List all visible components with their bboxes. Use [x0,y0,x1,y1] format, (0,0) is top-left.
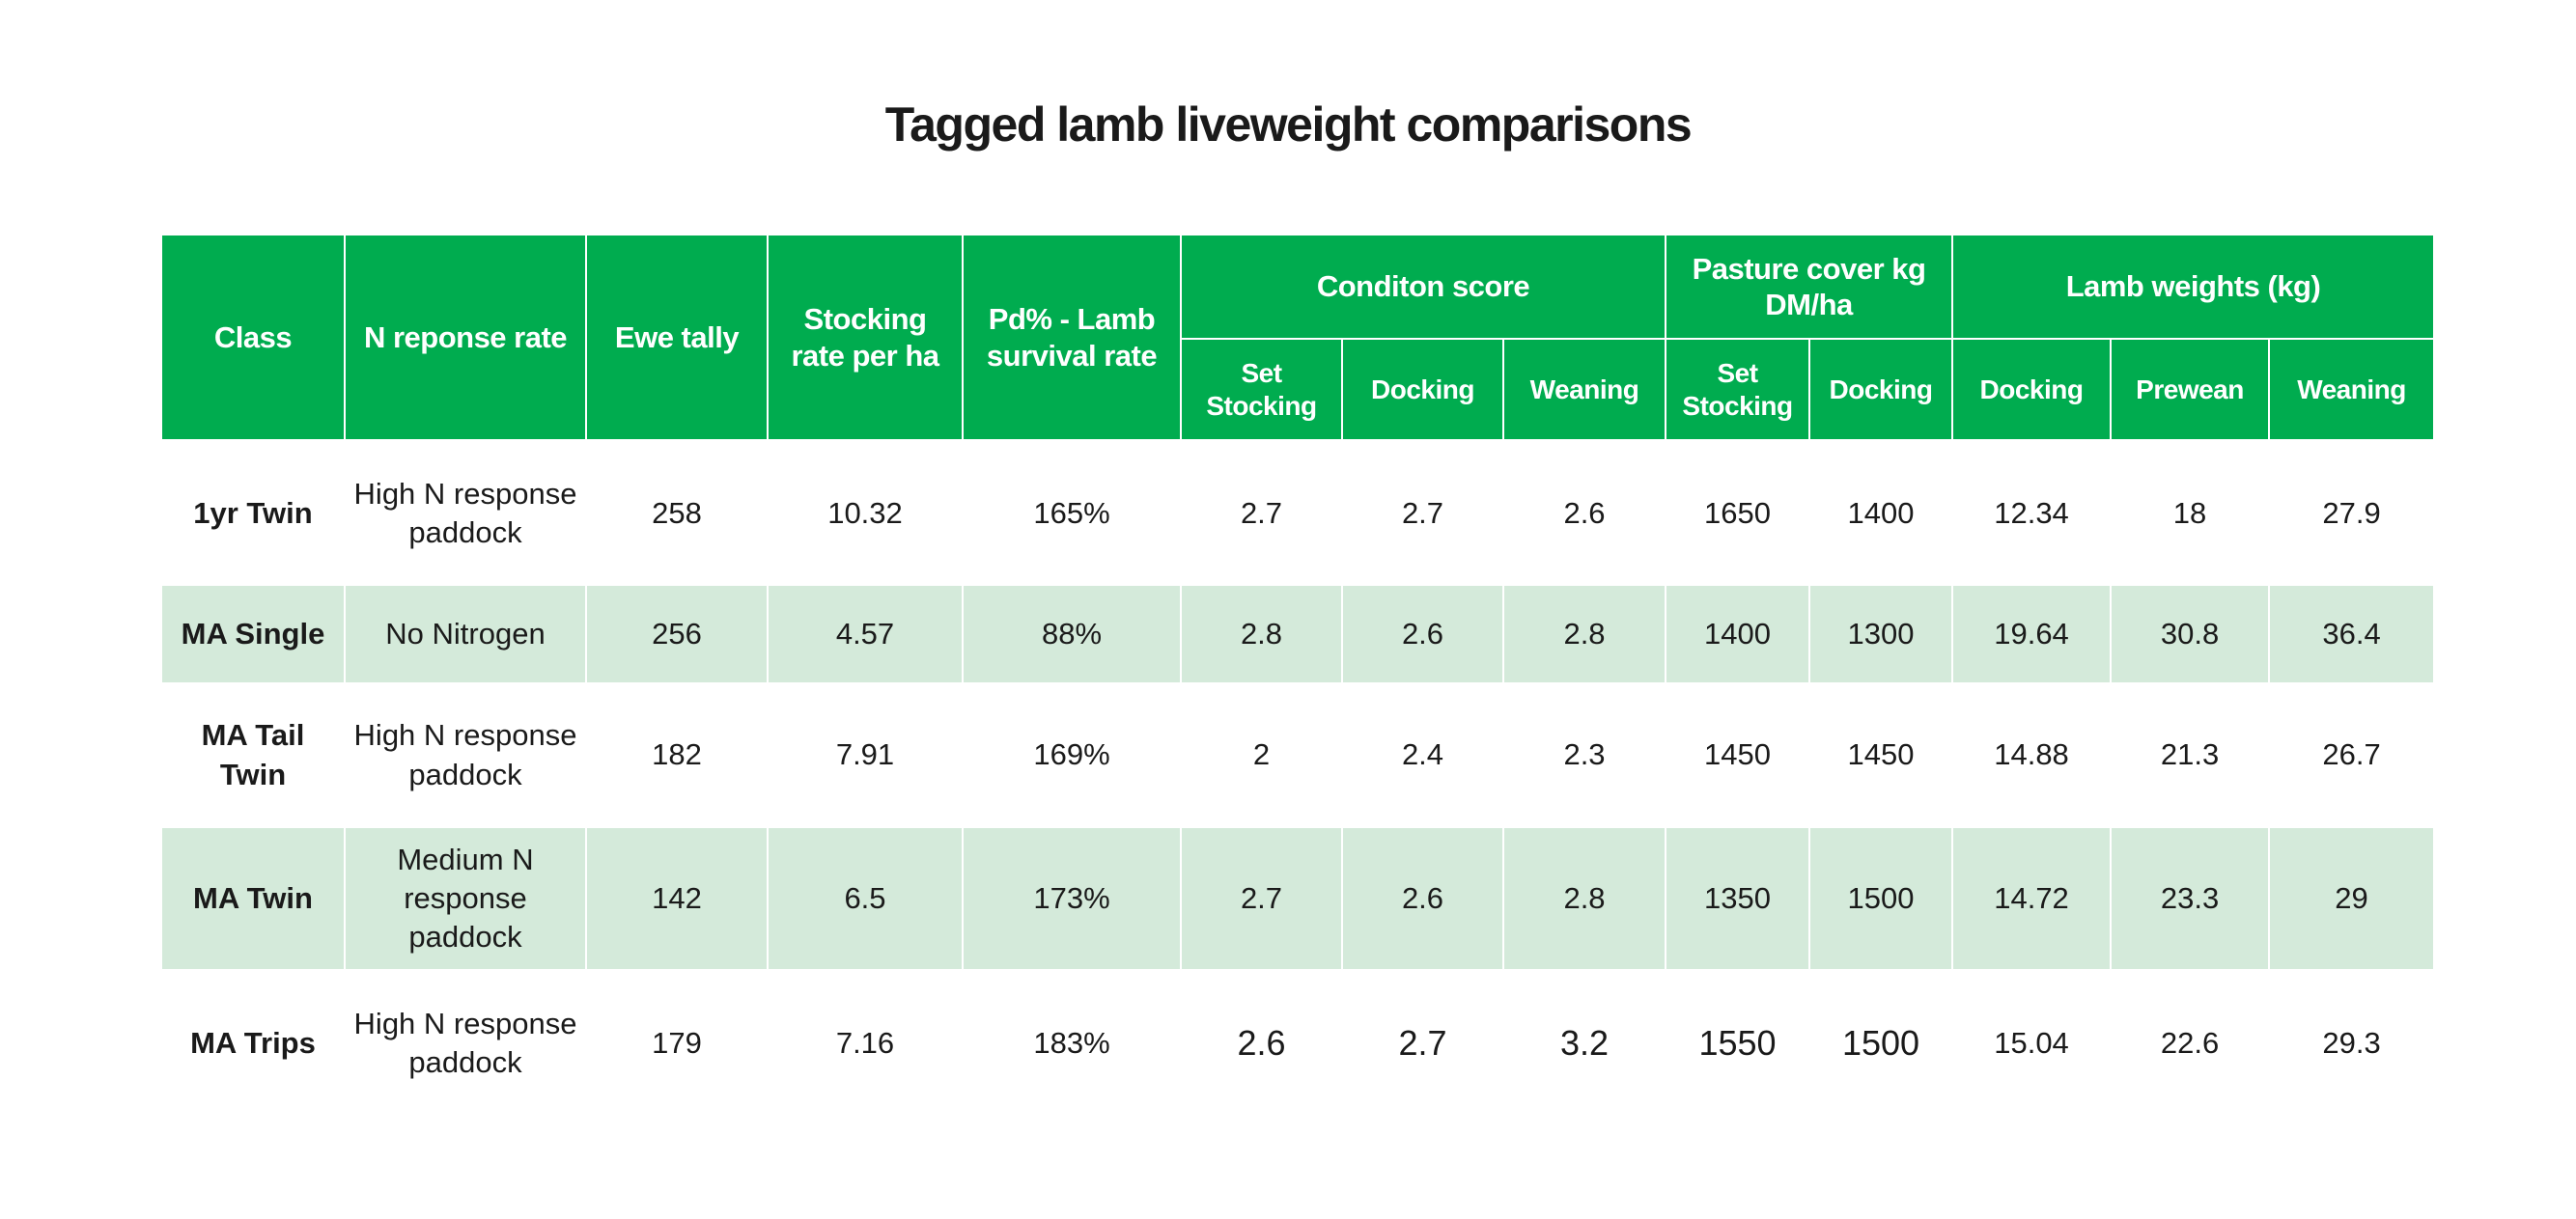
cell-n-response: High N response paddock [344,682,587,828]
cell-class: MA Tail Twin [160,682,346,828]
header-pc-docking: Docking [1808,338,1954,441]
header-cs-weaning: Weaning [1501,338,1667,441]
cell-cs-weaning: 2.6 [1501,440,1667,586]
header-lw-docking: Docking [1951,338,2113,441]
cell-lw-docking: 15.04 [1951,969,2113,1118]
cell-stocking-rate: 7.91 [767,682,964,828]
cell-pc-set: 1350 [1665,828,1811,969]
cell-stocking-rate: 6.5 [767,828,964,969]
cell-lw-docking: 14.88 [1951,682,2113,828]
table-header: Class N reponse rate Ewe tally Stocking … [160,234,2436,441]
cell-pc-set: 1550 [1665,969,1811,1118]
table-row: MA Twin Medium N response paddock 142 6.… [160,828,2436,969]
cell-cs-set: 2.8 [1180,586,1343,682]
cell-cs-set: 2.6 [1180,969,1343,1118]
cell-n-response: No Nitrogen [344,586,587,682]
cell-pc-set: 1400 [1665,586,1811,682]
cell-cs-weaning: 3.2 [1501,969,1667,1118]
header-pasture-cover: Pasture cover kg DM/ha [1665,234,1954,340]
cell-ewe-tally: 258 [585,440,769,586]
table-row: MA Tail Twin High N response paddock 182… [160,682,2436,828]
header-class: Class [160,234,346,441]
cell-lw-docking: 12.34 [1951,440,2113,586]
table-body: 1yr Twin High N response paddock 258 10.… [160,440,2436,1118]
header-condition-score: Conditon score [1179,234,1667,340]
cell-cs-docking: 2.6 [1341,828,1504,969]
cell-cs-set: 2.7 [1180,828,1343,969]
cell-n-response: Medium N response paddock [344,828,587,969]
cell-cs-weaning: 2.8 [1501,586,1667,682]
cell-cs-docking: 2.6 [1341,586,1504,682]
cell-lw-prewean: 21.3 [2110,682,2271,828]
cell-lw-docking: 19.64 [1951,586,2113,682]
cell-lw-prewean: 30.8 [2110,586,2271,682]
cell-pd-lamb: 173% [962,828,1182,969]
table-row: MA Single No Nitrogen 256 4.57 88% 2.8 2… [160,586,2436,682]
cell-ewe-tally: 142 [585,828,769,969]
cell-pd-lamb: 88% [962,586,1182,682]
cell-class: MA Single [160,586,346,682]
table-row: MA Trips High N response paddock 179 7.1… [160,969,2436,1118]
cell-lw-prewean: 23.3 [2110,828,2271,969]
cell-lw-weaning: 29.3 [2268,969,2436,1118]
table-row: 1yr Twin High N response paddock 258 10.… [160,440,2436,586]
cell-pc-set: 1650 [1665,440,1811,586]
header-cs-set-stocking: Set Stocking [1180,338,1343,441]
cell-pc-docking: 1500 [1808,969,1954,1118]
header-ewe-tally: Ewe tally [585,234,769,441]
cell-pd-lamb: 169% [962,682,1182,828]
cell-lw-weaning: 36.4 [2268,586,2436,682]
cell-lw-weaning: 27.9 [2268,440,2436,586]
cell-cs-weaning: 2.8 [1501,828,1667,969]
cell-pc-docking: 1300 [1808,586,1954,682]
cell-class: MA Trips [160,969,346,1118]
cell-pc-docking: 1400 [1808,440,1954,586]
cell-cs-set: 2 [1180,682,1343,828]
cell-lw-prewean: 18 [2110,440,2271,586]
cell-cs-set: 2.7 [1180,440,1343,586]
cell-cs-docking: 2.7 [1341,440,1504,586]
cell-pc-docking: 1450 [1808,682,1954,828]
cell-pc-set: 1450 [1665,682,1811,828]
cell-ewe-tally: 179 [585,969,769,1118]
header-pd-lamb: Pd% - Lamb survival rate [962,234,1182,441]
cell-pd-lamb: 165% [962,440,1182,586]
cell-lw-prewean: 22.6 [2110,969,2271,1118]
cell-cs-docking: 2.7 [1341,969,1504,1118]
header-pc-set-stocking: Set Stocking [1665,338,1811,441]
header-lamb-weights: Lamb weights (kg) [1951,234,2436,340]
cell-class: MA Twin [160,828,346,969]
cell-stocking-rate: 4.57 [767,586,964,682]
header-lw-prewean: Prewean [2110,338,2271,441]
cell-class: 1yr Twin [160,440,346,586]
cell-n-response: High N response paddock [344,440,587,586]
cell-pc-docking: 1500 [1808,828,1954,969]
cell-ewe-tally: 256 [585,586,769,682]
cell-cs-weaning: 2.3 [1501,682,1667,828]
header-lw-weaning: Weaning [2268,338,2436,441]
cell-lw-weaning: 26.7 [2268,682,2436,828]
cell-cs-docking: 2.4 [1341,682,1504,828]
cell-stocking-rate: 7.16 [767,969,964,1118]
page-title: Tagged lamb liveweight comparisons [884,97,1693,152]
cell-lw-docking: 14.72 [1951,828,2113,969]
cell-pd-lamb: 183% [962,969,1182,1118]
header-cs-docking: Docking [1341,338,1504,441]
cell-n-response: High N response paddock [344,969,587,1118]
cell-lw-weaning: 29 [2268,828,2436,969]
comparison-table: Class N reponse rate Ewe tally Stocking … [160,234,2436,1118]
cell-stocking-rate: 10.32 [767,440,964,586]
header-n-response: N reponse rate [344,234,587,441]
header-stocking-rate: Stocking rate per ha [767,234,964,441]
cell-ewe-tally: 182 [585,682,769,828]
